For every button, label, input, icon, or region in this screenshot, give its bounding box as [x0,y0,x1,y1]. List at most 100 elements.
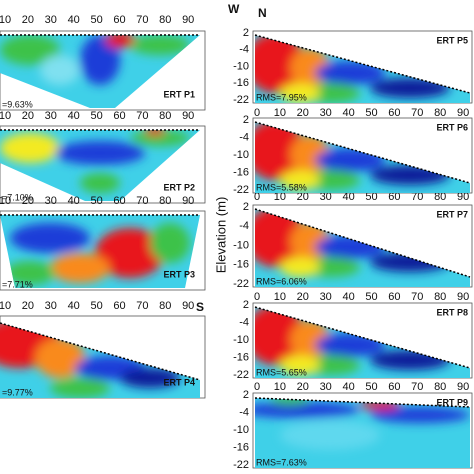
x-tick-label: 50 [365,107,377,119]
resistivity-blob [55,141,145,165]
x-tick-label: 20 [22,195,34,207]
y-tick-label: -16 [233,259,249,271]
x-tick-label: 90 [182,14,194,26]
y-tick-label: -10 [233,424,249,436]
rms-label: RMS=5.65% [256,367,307,377]
resistivity-blob [40,55,80,85]
resistivity-blob [255,122,305,180]
y-tick-label: -4 [239,44,249,56]
x-tick-label: 0 [254,381,260,393]
x-tick-label: 20 [297,291,309,303]
x-tick-label: 70 [411,191,423,203]
resistivity-blob [255,307,305,365]
x-tick-label: 90 [182,195,194,207]
x-tick-label: 60 [388,191,400,203]
resistivity-blob [370,78,450,98]
x-tick-label: 80 [159,14,171,26]
topography [254,306,471,369]
panel-label: ERT P8 [436,307,468,317]
panel-label: ERT P9 [436,397,468,407]
blobs [255,398,470,450]
x-tick-label: 70 [136,14,148,26]
x-tick-label: 90 [182,300,194,312]
x-tick-label: 50 [90,195,102,207]
x-tick-label: 70 [136,195,148,207]
y-tick-label: 2 [243,27,249,39]
blobs [0,35,190,85]
x-tick-label: 40 [68,110,80,122]
panel-label: ERT P5 [436,35,468,45]
resistivity-section [255,398,470,468]
x-tick-label: 50 [90,300,102,312]
y-tick-label: -4 [239,316,249,328]
resistivity-blob [130,35,190,55]
x-tick-label: 10 [0,300,11,312]
x-tick-label: 0 [254,107,260,119]
x-tick-label: 40 [68,195,80,207]
x-tick-label: 70 [136,110,148,122]
x-tick-label: 20 [297,191,309,203]
resistivity-blob [370,407,470,423]
resistivity-blob [280,170,320,190]
y-tick-label: -16 [233,77,249,89]
y-tick-label: -22 [233,459,249,471]
x-tick-label: 80 [434,291,446,303]
resistivity-blob [50,378,110,398]
x-tick-label: 70 [411,107,423,119]
resistivity-blob [95,228,165,278]
rms-label: RMS=5.58% [256,182,307,192]
rms-label: =9.63% [2,99,33,109]
resistivity-blob [35,338,85,378]
x-tick-label: 90 [457,381,469,393]
blobs [255,35,450,103]
rms-label: RMS=7.95% [256,92,307,102]
y-tick-label: -10 [233,60,249,72]
resistivity-blob [270,398,310,405]
panel-label: ERT P4 [163,377,195,387]
x-tick-label: 60 [113,195,125,207]
rms-label: =7.71% [2,279,33,289]
resistivity-blob [280,355,320,375]
resistivity-blob [0,133,60,163]
x-tick-label: 20 [297,381,309,393]
panel-label: ERT P3 [163,269,195,279]
x-tick-label: 60 [388,291,400,303]
x-tick-label: 80 [159,195,171,207]
resistivity-blob [280,420,380,450]
x-tick-label: 90 [457,191,469,203]
blobs [0,323,180,398]
x-tick-label: 30 [45,110,57,122]
x-tick-label: 20 [22,110,34,122]
x-tick-label: 90 [182,110,194,122]
y-tick-label: -16 [233,166,249,178]
panel-label: ERT P1 [163,89,195,99]
x-tick-label: 20 [22,14,34,26]
x-tick-label: 70 [411,381,423,393]
west-label: W [228,2,240,16]
y-tick-label: -4 [239,406,249,418]
x-tick-label: 70 [136,300,148,312]
x-tick-label: 60 [388,107,400,119]
resistivity-blob [80,35,120,85]
panel-label: ERT P2 [163,182,195,192]
rms-label: RMS=7.63% [256,457,307,467]
y-tick-label: -22 [233,94,249,106]
x-tick-label: 10 [0,195,11,207]
panel-label: ERT P6 [436,122,468,132]
x-tick-label: 50 [90,110,102,122]
y-tick-label: -16 [233,441,249,453]
blobs [255,122,450,190]
resistivity-blob [10,223,90,253]
x-tick-label: 40 [68,14,80,26]
x-tick-label: 10 [274,107,286,119]
x-tick-label: 80 [159,110,171,122]
resistivity-blob [255,209,305,267]
y-tick-label: -22 [233,278,249,290]
x-tick-label: 0 [254,191,260,203]
x-tick-label: 10 [274,191,286,203]
y-tick-label: -10 [233,149,249,161]
x-tick-label: 40 [342,107,354,119]
x-tick-label: 20 [22,300,34,312]
resistivity-blob [150,223,190,263]
